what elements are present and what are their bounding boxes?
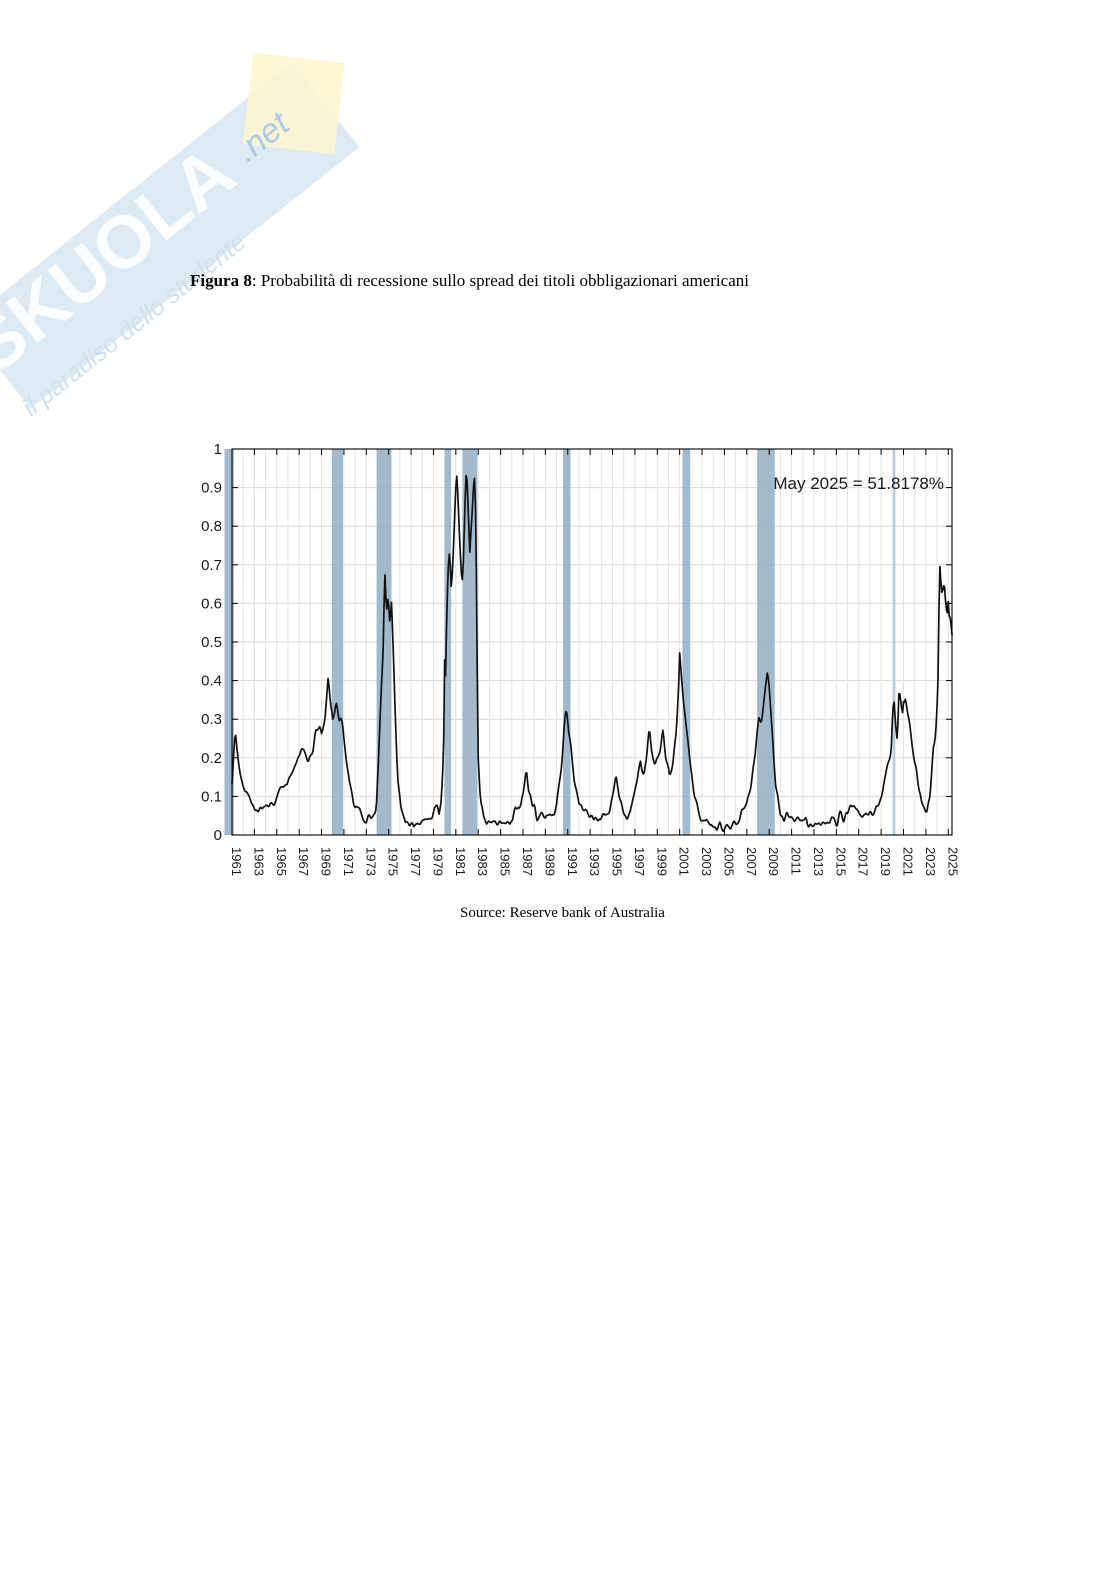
svg-text:0.2: 0.2 — [201, 750, 222, 767]
svg-text:2023: 2023 — [923, 847, 938, 876]
svg-text:1965: 1965 — [274, 847, 289, 876]
svg-text:2013: 2013 — [811, 847, 826, 876]
svg-text:1997: 1997 — [632, 847, 647, 876]
svg-text:1995: 1995 — [610, 847, 625, 876]
svg-text:1983: 1983 — [475, 847, 490, 876]
svg-text:1989: 1989 — [542, 847, 557, 876]
svg-text:2011: 2011 — [789, 847, 804, 875]
svg-text:1963: 1963 — [251, 847, 266, 876]
svg-text:2019: 2019 — [878, 847, 893, 876]
svg-text:2015: 2015 — [833, 847, 848, 876]
svg-text:2007: 2007 — [744, 847, 759, 876]
svg-text:1973: 1973 — [363, 847, 378, 876]
svg-text:0.7: 0.7 — [201, 557, 222, 574]
svg-text:0.6: 0.6 — [201, 595, 222, 612]
svg-text:0.8: 0.8 — [201, 518, 222, 535]
svg-text:2009: 2009 — [766, 847, 781, 876]
svg-text:0.9: 0.9 — [201, 480, 222, 497]
svg-text:0.1: 0.1 — [201, 788, 222, 805]
svg-text:1967: 1967 — [296, 847, 311, 876]
svg-text:1993: 1993 — [587, 847, 602, 876]
svg-text:1969: 1969 — [319, 847, 334, 876]
svg-text:1985: 1985 — [498, 847, 513, 876]
svg-text:2017: 2017 — [856, 847, 871, 876]
svg-text:1991: 1991 — [565, 847, 580, 876]
svg-text:1979: 1979 — [430, 847, 445, 876]
svg-text:2025: 2025 — [945, 847, 960, 876]
svg-text:2005: 2005 — [721, 847, 736, 876]
svg-text:0.4: 0.4 — [201, 673, 222, 690]
svg-text:1999: 1999 — [654, 847, 669, 876]
svg-text:May 2025 = 51.8178%: May 2025 = 51.8178% — [773, 474, 944, 493]
svg-text:0.5: 0.5 — [201, 634, 222, 651]
svg-text:2001: 2001 — [677, 847, 692, 876]
svg-text:1987: 1987 — [520, 847, 535, 876]
svg-text:1975: 1975 — [386, 847, 401, 876]
svg-text:1971: 1971 — [341, 847, 356, 876]
svg-text:0: 0 — [214, 827, 222, 844]
svg-text:1981: 1981 — [453, 847, 468, 876]
svg-text:1: 1 — [214, 441, 222, 458]
svg-text:1977: 1977 — [408, 847, 423, 876]
svg-text:1961: 1961 — [229, 847, 244, 876]
svg-text:0.3: 0.3 — [201, 711, 222, 728]
svg-text:2021: 2021 — [901, 847, 916, 876]
svg-text:2003: 2003 — [699, 847, 714, 876]
